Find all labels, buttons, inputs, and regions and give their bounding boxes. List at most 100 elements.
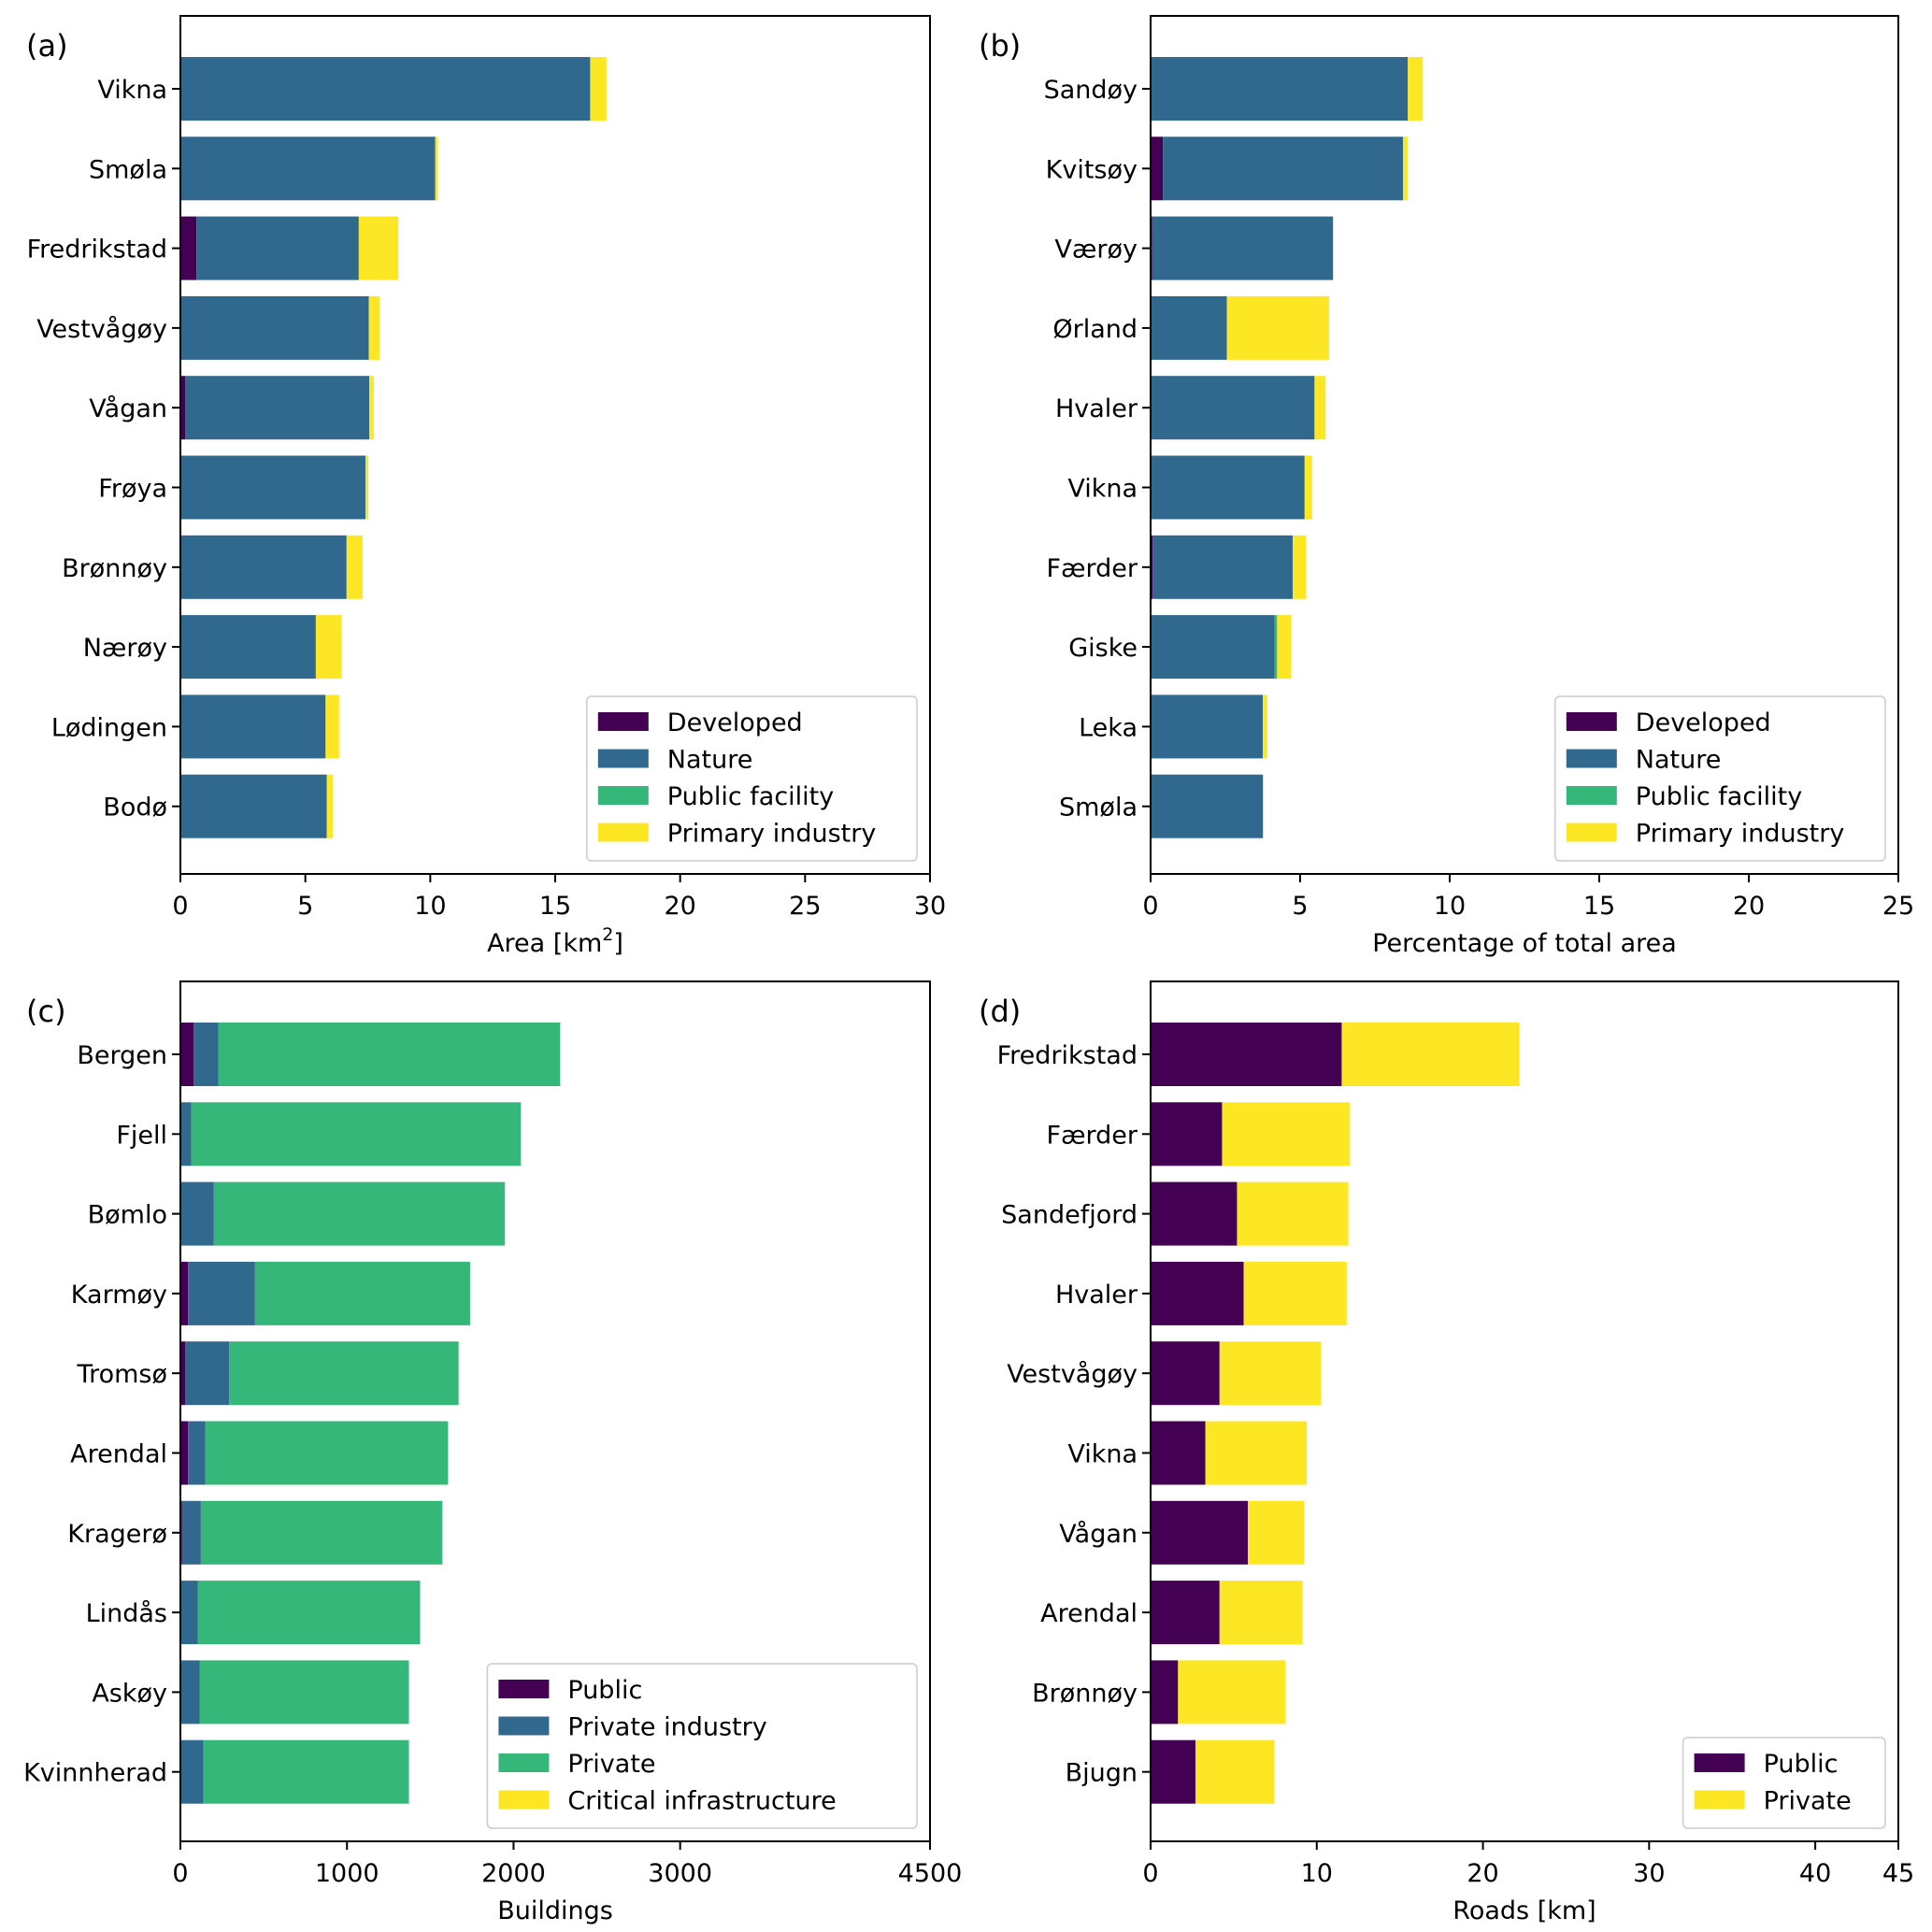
y-tick-label: Vikna: [97, 76, 167, 105]
bar-segment-primary-industry: [1403, 136, 1409, 201]
bar-segment-private: [1248, 1500, 1305, 1565]
x-tick-label: 1000: [315, 1859, 379, 1888]
y-tick-label: Smøla: [1059, 794, 1138, 823]
bar-segment-nature: [180, 774, 327, 838]
bar-segment-private-industry: [188, 1421, 206, 1485]
y-tick-label: Frøya: [98, 475, 167, 504]
bar-segment-private: [1205, 1421, 1308, 1485]
bar-segment-nature: [1151, 774, 1263, 838]
x-tick-label: 45: [1882, 1859, 1914, 1888]
bar-segment-public-facility: [1274, 615, 1278, 680]
legend-swatch: [498, 1753, 550, 1772]
x-tick-label: 2000: [481, 1859, 546, 1888]
legend-swatch: [597, 786, 649, 805]
x-axis-label-end: ]: [613, 929, 623, 958]
x-tick-label: 0: [172, 1859, 188, 1888]
bar-segment-public: [180, 1341, 186, 1406]
plot-frame: [179, 980, 931, 1842]
y-tick-label: Bodø: [103, 794, 167, 823]
x-tick-label: 0: [1142, 892, 1158, 921]
x-tick-label: 40: [1799, 1859, 1831, 1888]
legend: Public Private: [1682, 1737, 1886, 1829]
y-tick-label: Færder: [1046, 554, 1138, 583]
y-tick-label: Bømlo: [88, 1201, 167, 1230]
bar-segment-nature: [1151, 615, 1275, 680]
y-tick-label: Kvitsøy: [1046, 155, 1138, 184]
y-tick-label: Leka: [1079, 713, 1138, 742]
legend-label: Public: [1764, 1750, 1839, 1779]
bar-segment-public: [1151, 1181, 1238, 1246]
bar-segment-public: [1151, 1660, 1179, 1724]
x-tick-label: 0: [1142, 1859, 1158, 1888]
legend: Developed Nature Public facility Primary in…: [1554, 695, 1886, 862]
bar-segment-primary-industry: [1314, 376, 1326, 440]
y-tick-label: Brønnøy: [1032, 1679, 1138, 1708]
y-tick-label: Hvaler: [1055, 1281, 1138, 1309]
bar-segment-primary-industry: [1226, 295, 1330, 360]
bar-segment-nature: [180, 694, 326, 759]
legend-swatch: [1694, 1790, 1745, 1810]
legend-swatch: [597, 749, 649, 768]
bar-segment-public: [1151, 1739, 1195, 1804]
x-tick-label: 0: [172, 892, 188, 921]
legend-label: Critical infrastructure: [567, 1787, 836, 1816]
legend: Developed Nature Public facility Primary in…: [586, 695, 918, 862]
bar-segment-developed: [1151, 136, 1164, 201]
y-tick-label: Fjell: [116, 1121, 167, 1150]
bar-segment-nature: [180, 57, 591, 121]
bar-segment-private: [1178, 1660, 1285, 1724]
y-tick-label: Ørland: [1052, 315, 1138, 344]
x-tick-label: 30: [914, 892, 946, 921]
y-tick-label: Vikna: [1067, 475, 1138, 504]
y-tick-label: Færder: [1046, 1121, 1138, 1150]
bar-segment-nature: [180, 535, 347, 599]
bar-segment-public: [1151, 1341, 1220, 1406]
bar-segment-primary-industry: [369, 376, 374, 440]
x-tick-label: 20: [1467, 1859, 1498, 1888]
plot-frame: [1150, 980, 1899, 1842]
x-axis-label: Percentage of total area: [1372, 929, 1677, 958]
bar-segment-public: [1151, 1102, 1223, 1166]
bar-segment-nature: [1151, 295, 1227, 360]
y-tick-label: Kvinnherad: [23, 1759, 167, 1788]
bar-segment-primary-industry: [1263, 694, 1267, 759]
bar-segment-nature: [1152, 535, 1293, 599]
bar-segment-nature: [180, 615, 316, 680]
bar-segment-nature: [1151, 376, 1315, 440]
bar-segment-public: [1151, 1421, 1206, 1485]
y-tick-label: Kragerø: [67, 1520, 167, 1549]
bar-segment-nature: [180, 136, 436, 201]
y-tick-label: Fredrikstad: [997, 1041, 1138, 1070]
legend-label: Private: [1764, 1787, 1852, 1816]
y-tick-label: Giske: [1068, 634, 1138, 663]
bar-segment-private: [254, 1261, 470, 1325]
legend-label: Public facility: [667, 782, 834, 811]
x-tick-label: 25: [789, 892, 821, 921]
bar-segment-private-industry: [180, 1581, 198, 1645]
bar-segment-primary-industry: [1304, 455, 1312, 520]
legend-swatch: [498, 1716, 550, 1736]
bar-segment-nature: [1163, 136, 1404, 201]
bar-segment-nature: [1151, 694, 1263, 759]
panel-label: (b): [979, 28, 1021, 64]
x-tick-label: 5: [1292, 892, 1308, 921]
legend-swatch: [1566, 823, 1617, 842]
bar-segment-primary-industry: [365, 455, 369, 520]
bar-segment-private-industry: [180, 1660, 200, 1724]
y-tick-label: Lødingen: [51, 713, 167, 742]
legend-swatch: [1694, 1753, 1745, 1772]
y-tick-label: Vestvågøy: [36, 315, 167, 344]
x-tick-label: 10: [1434, 892, 1466, 921]
bar-segment-primary-industry: [1408, 57, 1424, 121]
bar-segment-private-industry: [193, 1023, 219, 1086]
bar-segment-private: [191, 1102, 522, 1166]
panel-b: (b) Sandøy Kvitsøy Værøy Ørland Hvaler Vikna Fæ…: [979, 15, 1914, 958]
legend-box: [486, 1663, 918, 1829]
bar-segment-public: [1151, 1023, 1342, 1086]
legend-label: Public facility: [1636, 782, 1802, 811]
legend-label: Private industry: [567, 1713, 766, 1742]
bar-segment-primary-industry: [1293, 535, 1307, 599]
bar-segment-nature: [180, 295, 369, 360]
bar-segment-private: [213, 1181, 506, 1246]
